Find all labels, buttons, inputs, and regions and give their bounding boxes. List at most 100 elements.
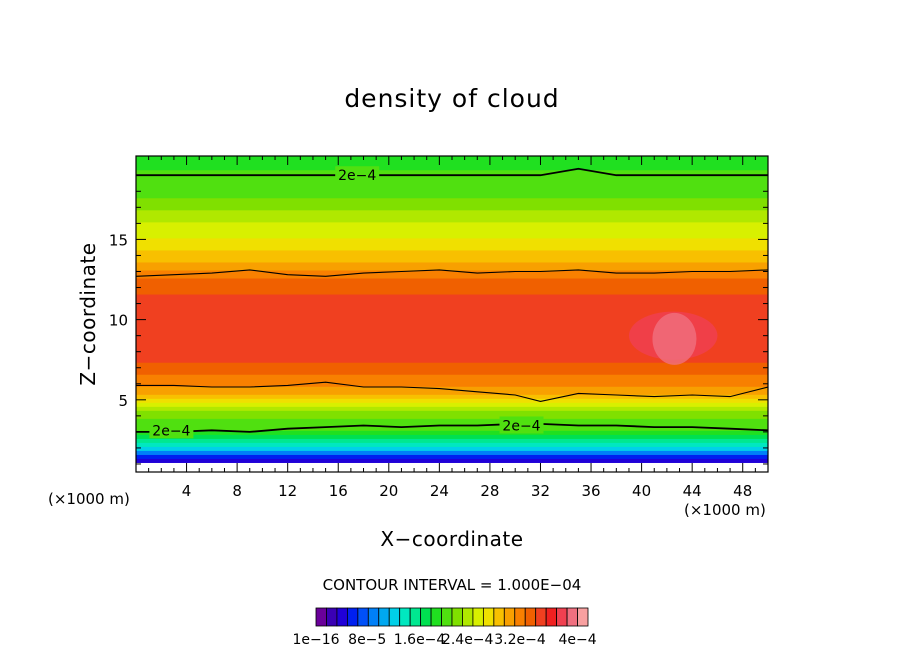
density-band [136, 454, 768, 459]
contour-line-lower [136, 423, 768, 433]
density-band [136, 177, 768, 183]
colorbar-swatch [556, 607, 568, 627]
density-band [136, 450, 768, 455]
density-band [136, 277, 768, 283]
density-band [136, 265, 768, 271]
density-band [136, 305, 768, 311]
density-band [136, 374, 768, 379]
density-band [136, 221, 768, 227]
x-axis-label: X−coordinate [380, 527, 524, 551]
density-band [136, 289, 768, 295]
density-band [136, 334, 768, 339]
x-tick-label: 36 [581, 482, 600, 500]
x-tick-label: 12 [278, 482, 297, 500]
density-band [136, 406, 768, 411]
x-tick-label: 32 [531, 482, 550, 500]
density-band [136, 309, 768, 315]
density-band [136, 322, 768, 327]
colorbar-swatch [493, 607, 505, 627]
density-band [136, 249, 768, 255]
density-band [136, 165, 768, 171]
colorbar-tick-label: 8e−5 [348, 632, 387, 648]
x-tick-label: 44 [683, 482, 702, 500]
density-band [136, 338, 768, 343]
colorbar-swatch [482, 607, 495, 627]
density-band [136, 326, 768, 331]
contour-line-lower-mid [136, 381, 768, 402]
density-band [136, 217, 768, 223]
density-band [136, 342, 768, 347]
density-band [136, 434, 768, 439]
colorbar-swatch [378, 607, 390, 627]
density-band [136, 458, 768, 463]
density-band [136, 209, 768, 215]
colorbar-swatch [357, 607, 369, 627]
density-band [136, 366, 768, 371]
contour-label: 2e−4 [502, 418, 540, 434]
density-band [136, 378, 768, 383]
density-band [136, 193, 768, 199]
density-peak-core [652, 312, 697, 365]
density-band [136, 418, 768, 423]
x-tick-label: 4 [182, 482, 192, 500]
colorbar-swatch [399, 607, 411, 627]
colorbar-tick-label: 4e−4 [558, 632, 597, 648]
colorbar-swatch [472, 607, 484, 627]
density-band [136, 269, 768, 275]
colorbar-swatch [346, 607, 359, 627]
density-band [136, 293, 768, 299]
density-band [136, 358, 768, 363]
density-band [136, 422, 768, 427]
x-unit-label-right: (×1000 m) [684, 501, 766, 519]
density-band [136, 301, 768, 307]
contour-label: 2e−4 [152, 423, 190, 439]
density-band [136, 438, 768, 443]
colorbar-swatch [326, 607, 338, 627]
colorbar-swatch [367, 607, 380, 627]
density-band [136, 446, 768, 451]
x-tick-label: 28 [480, 482, 499, 500]
colorbar-swatch [315, 607, 327, 627]
contour-label: 2e−4 [338, 168, 376, 184]
density-band [136, 414, 768, 419]
density-band [136, 442, 768, 447]
density-band [136, 229, 768, 235]
density-band [136, 426, 768, 431]
density-band [136, 201, 768, 207]
density-band [136, 318, 768, 323]
density-band [136, 314, 768, 319]
density-band [136, 253, 768, 259]
density-band [136, 213, 768, 219]
density-band [136, 297, 768, 303]
density-band [136, 185, 768, 191]
density-band [136, 225, 768, 231]
density-band [136, 350, 768, 355]
x-tick-label: 8 [232, 482, 242, 500]
colorbar-swatch [462, 607, 474, 627]
x-tick-label: 48 [733, 482, 752, 500]
contour-label-bg [499, 416, 544, 434]
density-band [136, 330, 768, 335]
x-tick-label: 16 [329, 482, 348, 500]
density-band [136, 410, 768, 415]
chart-title: density of cloud [344, 84, 560, 113]
density-band [136, 354, 768, 359]
density-band [136, 346, 768, 351]
colorbar-swatch [577, 607, 589, 627]
density-band [136, 181, 768, 187]
x-tick-label: 24 [430, 482, 449, 500]
density-band [136, 281, 768, 287]
colorbar-tick-label: 3.2e−4 [494, 632, 546, 648]
density-band [136, 370, 768, 375]
x-tick-label: 20 [379, 482, 398, 500]
density-band [136, 273, 768, 279]
contour-label-bg [149, 421, 194, 439]
y-tick-label: 5 [118, 392, 128, 410]
density-band [136, 233, 768, 239]
density-band [136, 237, 768, 243]
contour-line-upper [136, 167, 768, 177]
contour-interval-text: CONTOUR INTERVAL = 1.000E−04 [322, 576, 582, 594]
density-band [136, 382, 768, 387]
